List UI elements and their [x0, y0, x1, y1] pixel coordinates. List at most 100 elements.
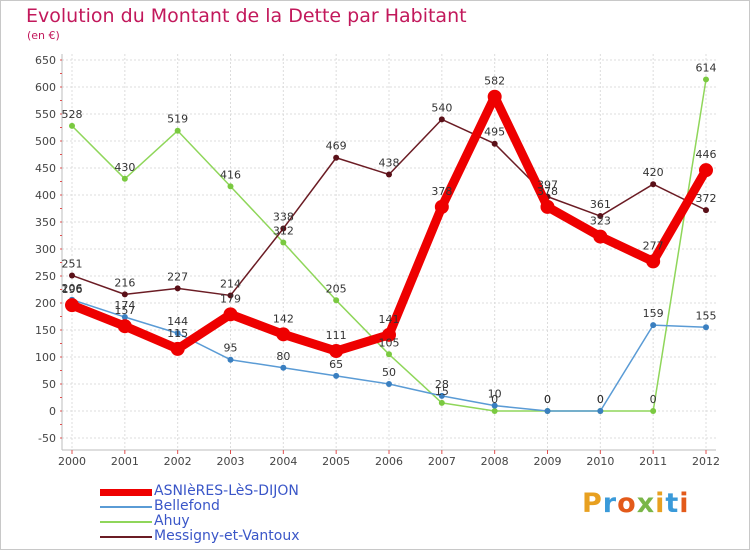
data-point — [491, 140, 498, 147]
legend-label-asnieres: ASNIèRES-LèS-DIJON — [154, 483, 299, 499]
data-point — [650, 322, 657, 329]
data-label: 378 — [537, 185, 558, 198]
x-tick-label: 2011 — [639, 455, 667, 468]
data-point — [280, 239, 287, 246]
data-label: 28 — [435, 378, 449, 391]
x-tick-label: 2005 — [322, 455, 350, 468]
y-tick-label: 0 — [49, 405, 56, 418]
data-point — [491, 408, 498, 414]
data-point — [650, 408, 657, 414]
data-label: 251 — [62, 257, 83, 270]
data-point — [333, 297, 340, 304]
data-label: 159 — [643, 307, 664, 320]
proxiti-logo: Proxiti — [582, 488, 690, 519]
series — [65, 76, 713, 414]
data-point — [280, 364, 287, 371]
axes: -500501001502002503003504004505005506006… — [35, 54, 720, 468]
y-tick-label: 100 — [35, 351, 56, 364]
data-point — [333, 154, 340, 161]
x-tick-label: 2006 — [375, 455, 403, 468]
data-label: 338 — [273, 210, 294, 223]
x-tick-label: 2009 — [534, 455, 562, 468]
data-label: 142 — [273, 312, 294, 325]
chart-title: Evolution du Montant de la Dette par Hab… — [26, 5, 467, 27]
data-point — [121, 291, 128, 298]
data-point — [386, 351, 392, 358]
data-label: 446 — [696, 148, 717, 161]
legend-label-ahuy: Ahuy — [154, 513, 190, 529]
data-label: 15 — [435, 385, 449, 398]
legend-swatch-bellefond — [100, 506, 152, 508]
data-label: 206 — [62, 282, 83, 295]
data-point — [174, 330, 181, 337]
data-point — [386, 381, 392, 387]
x-tick-label: 2002 — [164, 455, 192, 468]
data-label: 179 — [220, 292, 241, 305]
y-tick-label: 150 — [35, 324, 56, 337]
data-point — [121, 314, 128, 321]
data-label: 540 — [431, 101, 452, 114]
data-label: 519 — [167, 113, 188, 126]
data-point — [699, 163, 713, 178]
data-label: 144 — [167, 315, 188, 328]
data-point — [438, 399, 445, 406]
data-label: 312 — [273, 225, 294, 238]
data-point — [329, 344, 344, 359]
y-tick-label: -50 — [38, 432, 56, 445]
data-label: 155 — [696, 309, 717, 322]
data-label: 416 — [220, 168, 241, 181]
data-label: 80 — [276, 350, 290, 363]
data-labels: 196 157 115 179 142 111 141 378 582 378 323 277 446 2… — [62, 61, 717, 406]
data-label: 214 — [220, 277, 241, 290]
data-label: 157 — [114, 304, 135, 317]
y-tick-label: 600 — [35, 81, 56, 94]
y-tick-label: 250 — [35, 270, 56, 283]
data-point — [487, 89, 502, 104]
y-tick-label: 650 — [35, 54, 56, 67]
data-label: 323 — [590, 215, 611, 228]
y-tick-label: 350 — [35, 216, 56, 229]
logo-letter: x — [636, 488, 656, 519]
data-point — [223, 307, 238, 322]
data-point — [69, 272, 75, 279]
data-point — [65, 298, 79, 313]
logo-letter: P — [582, 488, 603, 519]
x-tick-label: 2001 — [111, 455, 139, 468]
data-point — [703, 76, 709, 83]
data-point — [597, 408, 604, 414]
data-point — [280, 225, 287, 232]
data-label: 420 — [643, 166, 664, 179]
y-tick-label: 450 — [35, 162, 56, 175]
data-label: 614 — [696, 61, 717, 74]
logo-letter: t — [665, 488, 680, 519]
data-label: 10 — [488, 388, 502, 401]
data-label: 227 — [167, 270, 188, 283]
data-point — [121, 175, 128, 182]
data-point — [174, 285, 181, 292]
logo-letter: i — [679, 488, 690, 519]
data-point — [382, 327, 396, 342]
data-label: 196 — [62, 283, 83, 296]
legend-label-bellefond: Bellefond — [154, 498, 220, 514]
data-label: 372 — [696, 192, 717, 205]
data-label: 469 — [326, 140, 347, 153]
data-point — [386, 171, 392, 178]
data-point — [170, 341, 185, 356]
data-label: 0 — [597, 393, 604, 406]
data-point — [650, 181, 657, 188]
x-tick-label: 2000 — [58, 455, 86, 468]
data-point — [646, 254, 661, 269]
logo-letter: i — [655, 488, 666, 519]
data-point — [597, 213, 604, 220]
data-label: 0 — [544, 393, 551, 406]
x-tick-label: 2010 — [586, 455, 614, 468]
chart-subtitle: (en €) — [27, 29, 60, 42]
data-point — [540, 199, 555, 214]
data-label: 277 — [643, 239, 664, 252]
data-label: 50 — [382, 366, 396, 379]
data-label: 216 — [114, 276, 135, 289]
y-tick-label: 500 — [35, 135, 56, 148]
x-tick-label: 2004 — [269, 455, 297, 468]
data-label: 0 — [597, 393, 604, 406]
